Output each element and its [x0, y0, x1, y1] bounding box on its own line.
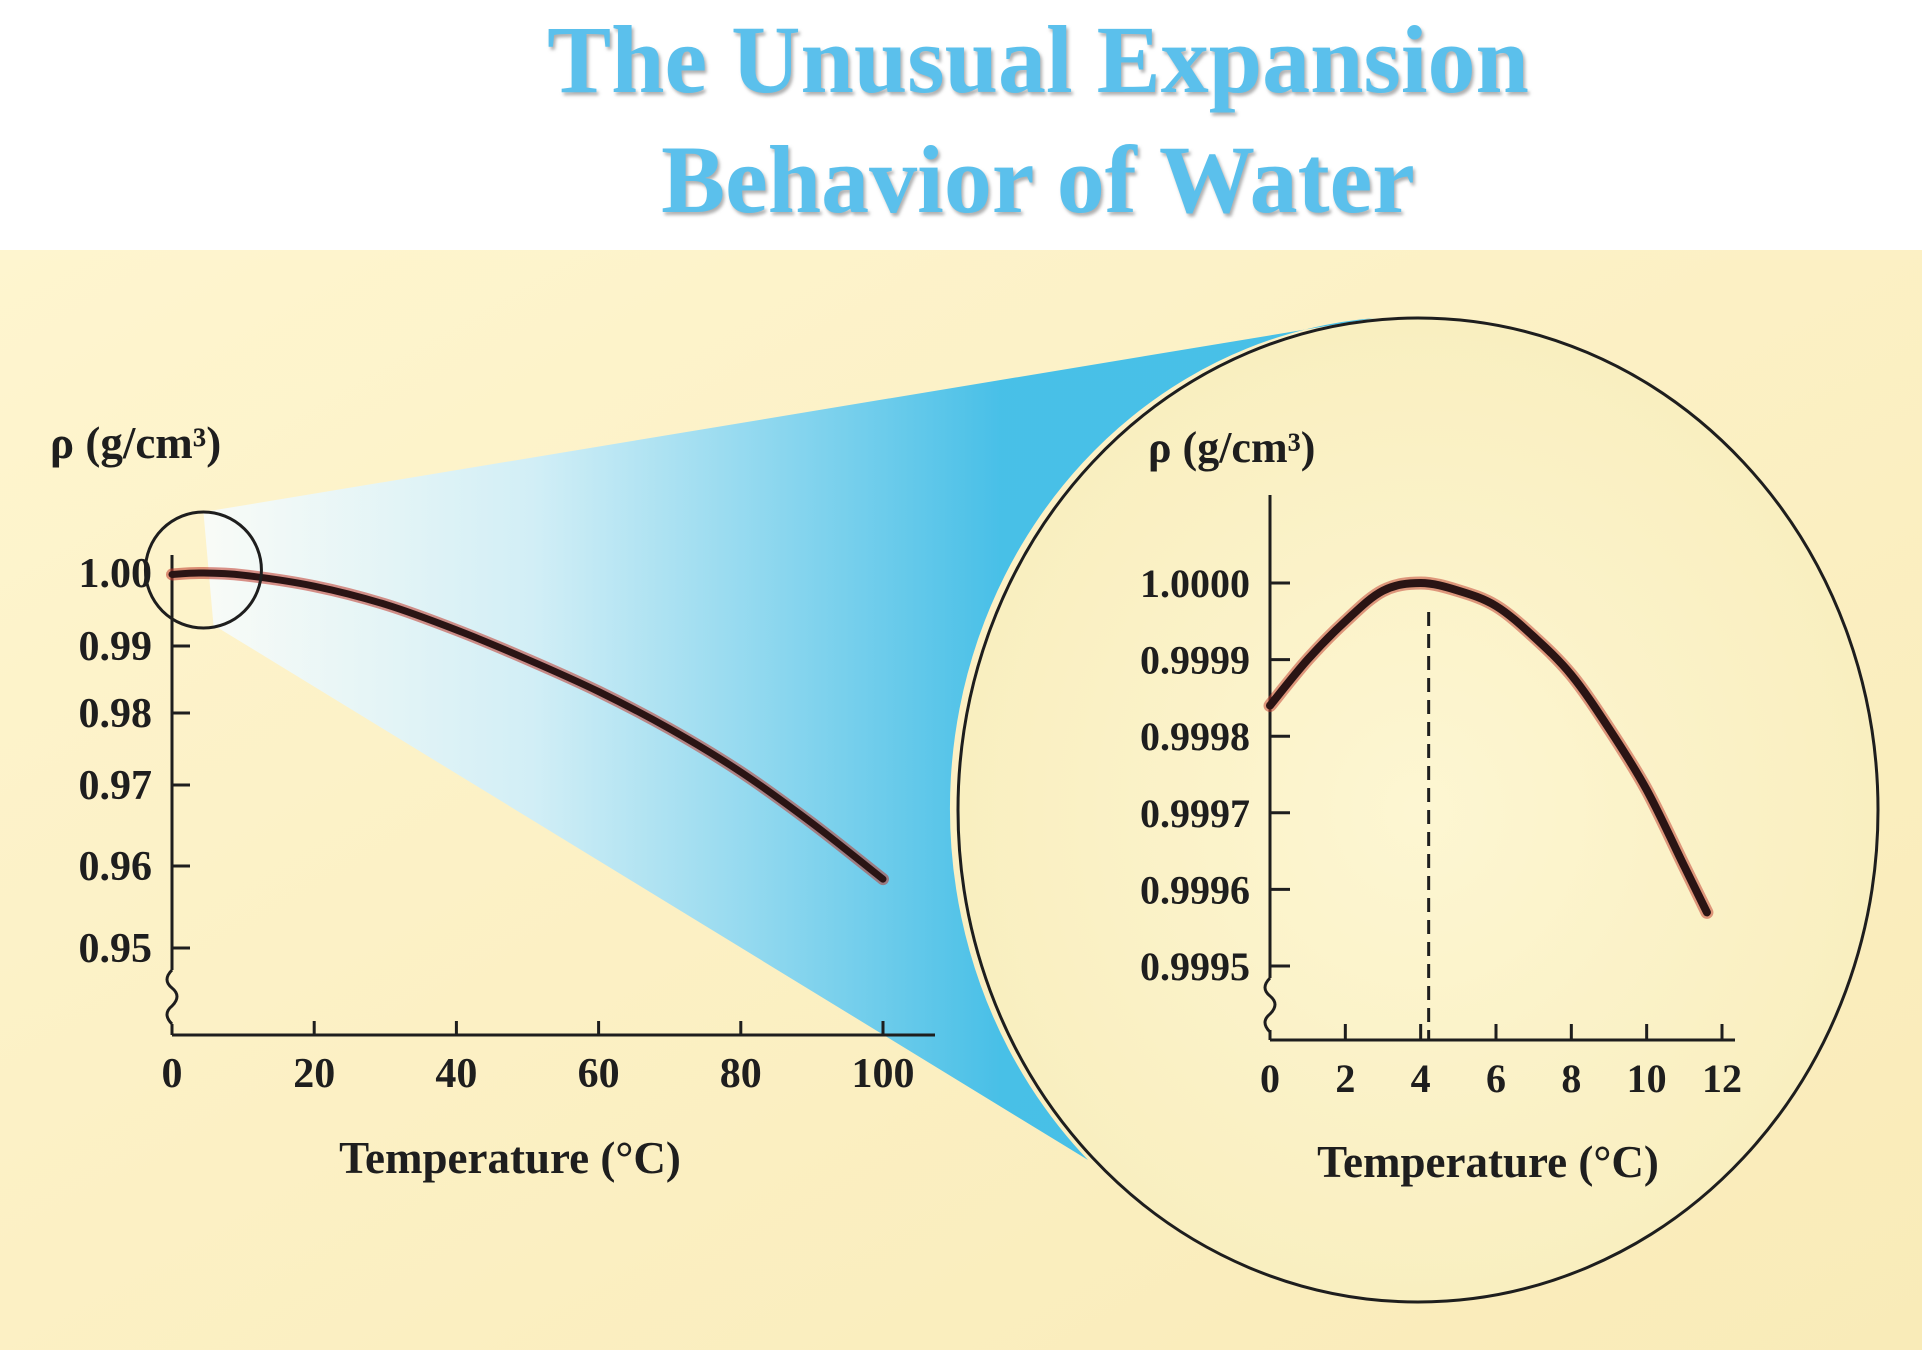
main-y-axis-title: ρ (g/cm³)	[50, 418, 221, 468]
main-x-tick-label: 20	[293, 1051, 335, 1097]
main-x-tick-label: 60	[578, 1051, 620, 1097]
zoom-y-axis-title: ρ (g/cm³)	[1148, 423, 1315, 472]
main-y-tick-label: 0.98	[79, 691, 153, 737]
zoom-x-axis-title: Temperature (°C)	[1317, 1137, 1659, 1187]
main-y-tick-label: 0.95	[79, 926, 153, 972]
main-series-line	[168, 569, 887, 883]
main-x-tick-label: 0	[162, 1051, 183, 1097]
zoom-x-tick-label: 2	[1335, 1056, 1355, 1101]
zoom-y-tick-label: 0.9997	[1140, 791, 1250, 836]
zoom-y-axis-break	[1263, 976, 1277, 1034]
zoom-x-tick-label: 8	[1561, 1056, 1581, 1101]
slide-title-line-2: Behavior of Water	[661, 126, 1415, 233]
main-x-tick-label: 40	[435, 1051, 477, 1097]
main-y-axis-break	[165, 968, 179, 1026]
main-density-chart: 0 20 40 60 80 100 0.95 0.96 0.97 0.98 0.99 1.00 ρ (g…	[50, 418, 935, 1183]
main-highlight-circle	[143, 510, 263, 630]
main-x-tick-label: 100	[852, 1051, 915, 1097]
zoom-lens	[956, 316, 1880, 1304]
zoom-y-tick-label: 0.9996	[1140, 867, 1250, 912]
zoom-y-tick-label: 1.0000	[1140, 561, 1250, 606]
zoom-x-tick-label: 10	[1627, 1056, 1667, 1101]
zoom-y-tick-label: 0.9998	[1140, 714, 1250, 759]
main-x-tick-label: 80	[720, 1051, 762, 1097]
main-y-tick-label: 0.97	[79, 763, 153, 809]
zoom-x-tick-label: 6	[1486, 1056, 1506, 1101]
zoom-x-tick-label: 12	[1702, 1056, 1742, 1101]
zoom-x-tick-label: 0	[1260, 1056, 1280, 1101]
main-y-tick-label: 1.00	[79, 551, 153, 597]
zoom-series-line	[1266, 578, 1711, 917]
main-y-tick-label: 0.96	[79, 844, 153, 890]
main-x-axis-title: Temperature (°C)	[339, 1133, 681, 1183]
zoom-x-tick-label: 4	[1411, 1056, 1431, 1101]
slide-title-line-1: The Unusual Expansion	[547, 6, 1529, 113]
zoom-lens-circle	[956, 316, 1880, 1304]
main-y-tick-label: 0.99	[79, 624, 153, 670]
zoom-y-tick-label: 0.9999	[1140, 638, 1250, 683]
zoom-density-chart: 0 2 4 6 8 10 12 0.9995 0.9996 0.9997 0.9998 0.9999 1…	[1140, 423, 1742, 1187]
zoom-beam	[203, 318, 1376, 1160]
zoom-y-tick-label: 0.9995	[1140, 944, 1250, 989]
zoom-beam-cone	[203, 318, 1376, 1160]
